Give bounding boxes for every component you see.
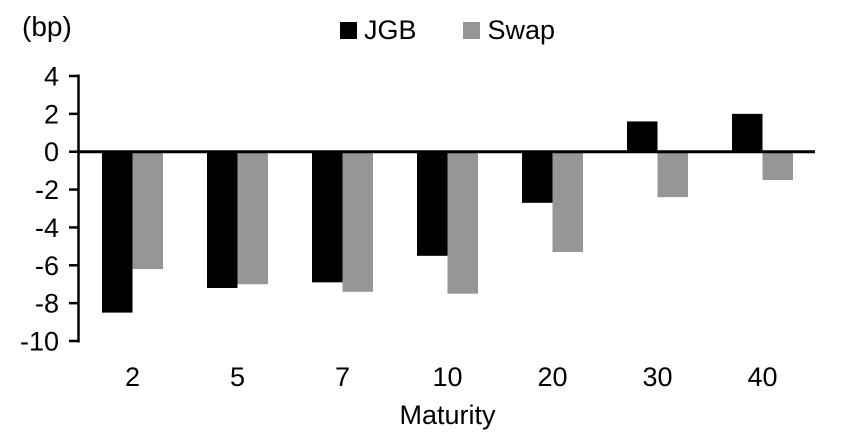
y-tick-label: -6 [35, 251, 59, 281]
jgb-legend-label: JGB [363, 15, 417, 45]
bar-jgb-5 [207, 151, 238, 288]
y-tick-label: -4 [35, 213, 59, 243]
y-tick-label: 0 [44, 137, 59, 167]
x-tick-label: 2 [125, 362, 140, 392]
bar-swap-40 [762, 151, 793, 181]
bar-jgb-10 [417, 151, 448, 256]
jgb-legend-swatch-icon [339, 22, 357, 39]
bar-jgb-7 [312, 151, 343, 283]
y-tick-label: -10 [20, 327, 59, 357]
legend-item-swap: Swap [463, 15, 555, 46]
legend-item-jgb: JGB [339, 15, 417, 46]
bar-swap-5 [237, 151, 268, 285]
y-tick-label: -8 [35, 289, 59, 319]
bar-jgb-40 [732, 113, 763, 152]
x-tick-label: 10 [432, 362, 462, 392]
y-tick-label: 2 [44, 99, 59, 129]
y-tick-label: -2 [35, 175, 59, 205]
y-axis-unit-label: (bp) [22, 11, 72, 42]
legend: JGB Swap [80, 15, 815, 46]
x-tick-label: 5 [230, 362, 245, 392]
bar-jgb-2 [102, 151, 133, 313]
swap-legend-label: Swap [487, 15, 556, 45]
bar-swap-2 [132, 151, 163, 270]
bar-jgb-20 [522, 151, 553, 203]
bar-swap-7 [342, 151, 373, 292]
bar-swap-10 [447, 151, 478, 294]
y-tick-label: 4 [44, 62, 59, 92]
x-tick-label: 20 [537, 362, 567, 392]
x-tick-label: 40 [747, 362, 777, 392]
x-tick-label: 30 [642, 362, 672, 392]
bar-swap-30 [657, 151, 688, 198]
x-axis-title: Maturity [399, 400, 496, 430]
x-tick-label: 7 [335, 362, 350, 392]
bar-swap-20 [552, 151, 583, 253]
swap-legend-swatch-icon [463, 22, 481, 39]
bar-jgb-30 [627, 121, 658, 152]
